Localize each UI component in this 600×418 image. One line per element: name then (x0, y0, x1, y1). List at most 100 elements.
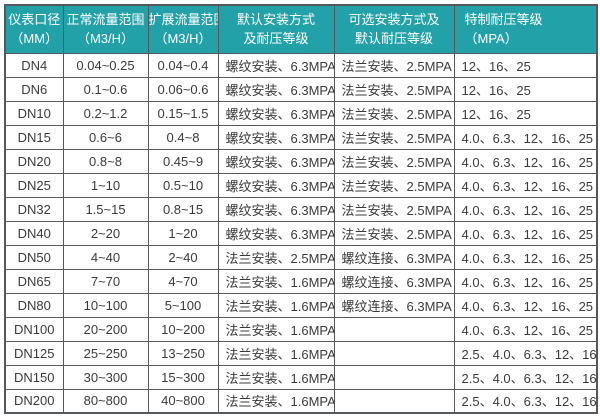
cell-special-pressure-rating: 12、16、25 (453, 52, 598, 78)
cell-default-installation: 法兰安装、1.6MPA (217, 340, 335, 366)
cell-extended-flow-range: 0.4~8 (147, 124, 219, 150)
cell-diameter: DN6 (4, 76, 64, 102)
cell-diameter: DN15 (4, 124, 64, 150)
cell-normal-flow-range: 0.6~6 (62, 124, 149, 150)
cell-extended-flow-range: 0.45~9 (147, 148, 219, 174)
cell-special-pressure-rating: 4.0、6.3、12、16、25 (453, 220, 598, 246)
table-row: DN65 7~70 4~70 法兰安装、1.6MPA 螺纹连接、6.3MPA 4.0、6.… (4, 268, 598, 294)
cell-normal-flow-range: 7~70 (62, 268, 149, 294)
cell-extended-flow-range: 15~300 (147, 364, 219, 390)
cell-normal-flow-range: 0.04~0.25 (62, 52, 149, 78)
cell-special-pressure-rating: 4.0、6.3、12、16、25 (453, 172, 598, 198)
header-col-default-installation: 默认安装方式 及耐压等级 (217, 4, 335, 54)
cell-default-installation: 螺纹安装、6.3MPA (217, 220, 335, 246)
cell-normal-flow-range: 4~40 (62, 244, 149, 270)
header-label: 默认耐压等级 (354, 31, 433, 47)
cell-diameter: DN65 (4, 268, 64, 294)
header-label: 及耐压等级 (243, 31, 309, 47)
cell-diameter: DN32 (4, 196, 64, 222)
cell-extended-flow-range: 2~40 (147, 244, 219, 270)
cell-diameter: DN80 (4, 292, 64, 318)
cell-extended-flow-range: 5~100 (147, 292, 219, 318)
cell-extended-flow-range: 0.04~0.4 (147, 52, 219, 78)
header-col-special-pressure-rating: 特制耐压等级 （MPA） (453, 4, 598, 54)
cell-normal-flow-range: 30~300 (62, 364, 149, 390)
cell-diameter: DN40 (4, 220, 64, 246)
cell-optional-installation: 法兰安装、2.5MPA (333, 220, 455, 246)
cell-special-pressure-rating: 2.5、4.0、6.3、12、16 (453, 340, 598, 366)
cell-default-installation: 法兰安装、1.6MPA (217, 292, 335, 318)
cell-diameter: DN10 (4, 100, 64, 126)
cell-extended-flow-range: 0.5~10 (147, 172, 219, 198)
cell-optional-installation (333, 340, 455, 366)
flow-meter-spec-table: 仪表口径 （MM） 正常流量范围 （M3/H） 扩展流量范围 （M3/H） 默认… (4, 4, 598, 414)
cell-optional-installation (333, 364, 455, 390)
table-row: DN100 20~200 10~200 法兰安装、1.6MPA 4.0、6.3、12、1… (4, 316, 598, 342)
cell-default-installation: 螺纹安装、6.3MPA (217, 76, 335, 102)
table-row: DN20 0.8~8 0.45~9 螺纹安装、6.3MPA 法兰安装、2.5MPA 4.0… (4, 148, 598, 174)
table-row: DN10 0.2~1.2 0.15~1.5 螺纹安装、6.3MPA 法兰安装、2.5MP… (4, 100, 598, 126)
cell-special-pressure-rating: 4.0、6.3、12、16、25 (453, 292, 598, 318)
table-row: DN125 25~250 13~250 法兰安装、1.6MPA 2.5、4.0、6.3、… (4, 340, 598, 366)
table-row: DN200 80~800 40~800 法兰安装、1.6MPA 2.5、4.0、6.3、… (4, 388, 598, 414)
table-row: DN40 2~20 1~20 螺纹安装、6.3MPA 法兰安装、2.5MPA 4.0、6.… (4, 220, 598, 246)
cell-diameter: DN25 (4, 172, 64, 198)
cell-normal-flow-range: 10~100 (62, 292, 149, 318)
cell-default-installation: 螺纹安装、6.3MPA (217, 124, 335, 150)
cell-default-installation: 法兰安装、1.6MPA (217, 364, 335, 390)
cell-normal-flow-range: 25~250 (62, 340, 149, 366)
cell-default-installation: 螺纹安装、6.3MPA (217, 196, 335, 222)
header-label: 正常流量范围 (66, 11, 145, 27)
cell-extended-flow-range: 0.06~0.6 (147, 76, 219, 102)
cell-default-installation: 螺纹安装、6.3MPA (217, 172, 335, 198)
table-row: DN15 0.6~6 0.4~8 螺纹安装、6.3MPA 法兰安装、2.5MPA 4.0、… (4, 124, 598, 150)
table-header: 仪表口径 （MM） 正常流量范围 （M3/H） 扩展流量范围 （M3/H） 默认… (4, 4, 598, 54)
cell-normal-flow-range: 2~20 (62, 220, 149, 246)
cell-diameter: DN150 (4, 364, 64, 390)
table-row: DN4 0.04~0.25 0.04~0.4 螺纹安装、6.3MPA 法兰安装、2.5M… (4, 52, 598, 78)
cell-extended-flow-range: 0.15~1.5 (147, 100, 219, 126)
cell-extended-flow-range: 40~800 (147, 388, 219, 414)
header-col-optional-installation: 可选安装方式及 默认耐压等级 (333, 4, 455, 54)
table-body: DN4 0.04~0.25 0.04~0.4 螺纹安装、6.3MPA 法兰安装、2.5M… (4, 52, 598, 414)
cell-special-pressure-rating: 2.5、4.0、6.3、12、16 (453, 388, 598, 414)
cell-default-installation: 螺纹安装、6.3MPA (217, 100, 335, 126)
header-col-extended-flow-range: 扩展流量范围 （M3/H） (147, 4, 219, 54)
cell-extended-flow-range: 1~20 (147, 220, 219, 246)
cell-diameter: DN50 (4, 244, 64, 270)
header-unit: （MPA） (464, 31, 518, 47)
cell-optional-installation: 法兰安装、2.5MPA (333, 100, 455, 126)
cell-normal-flow-range: 0.2~1.2 (62, 100, 149, 126)
cell-default-installation: 法兰安装、1.6MPA (217, 388, 335, 414)
cell-diameter: DN4 (4, 52, 64, 78)
cell-optional-installation: 法兰安装、2.5MPA (333, 148, 455, 174)
cell-default-installation: 法兰安装、2.5MPA (217, 244, 335, 270)
cell-special-pressure-rating: 12、16、25 (453, 76, 598, 102)
table-row: DN32 1.5~15 0.8~15 螺纹安装、6.3MPA 法兰安装、2.5MPA 4.… (4, 196, 598, 222)
cell-extended-flow-range: 10~200 (147, 316, 219, 342)
cell-optional-installation: 法兰安装、2.5MPA (333, 52, 455, 78)
header-label: 可选安装方式及 (348, 11, 440, 27)
header-unit: （MM） (10, 31, 59, 47)
cell-default-installation: 螺纹安装、6.3MPA (217, 148, 335, 174)
header-label: 仪表口径 (8, 11, 61, 27)
cell-normal-flow-range: 20~200 (62, 316, 149, 342)
cell-normal-flow-range: 0.1~0.6 (62, 76, 149, 102)
header-unit: （M3/H） (154, 31, 212, 47)
table-row: DN50 4~40 2~40 法兰安装、2.5MPA 螺纹连接、6.3MPA 4.0、6.… (4, 244, 598, 270)
cell-optional-installation (333, 388, 455, 414)
header-col-diameter: 仪表口径 （MM） (4, 4, 64, 54)
cell-extended-flow-range: 4~70 (147, 268, 219, 294)
cell-extended-flow-range: 13~250 (147, 340, 219, 366)
cell-optional-installation: 法兰安装、2.5MPA (333, 172, 455, 198)
cell-optional-installation: 螺纹连接、6.3MPA (333, 244, 455, 270)
cell-diameter: DN20 (4, 148, 64, 174)
cell-default-installation: 法兰安装、1.6MPA (217, 268, 335, 294)
cell-special-pressure-rating: 12、16、25 (453, 100, 598, 126)
table-row: DN80 10~100 5~100 法兰安装、1.6MPA 螺纹连接、6.3MPA 4.0… (4, 292, 598, 318)
table-row: DN150 30~300 15~300 法兰安装、1.6MPA 2.5、4.0、6.3、… (4, 364, 598, 390)
cell-special-pressure-rating: 4.0、6.3、12、16、25 (453, 124, 598, 150)
cell-special-pressure-rating: 4.0、6.3、12、16、25 (453, 268, 598, 294)
header-unit: （M3/H） (76, 31, 135, 47)
